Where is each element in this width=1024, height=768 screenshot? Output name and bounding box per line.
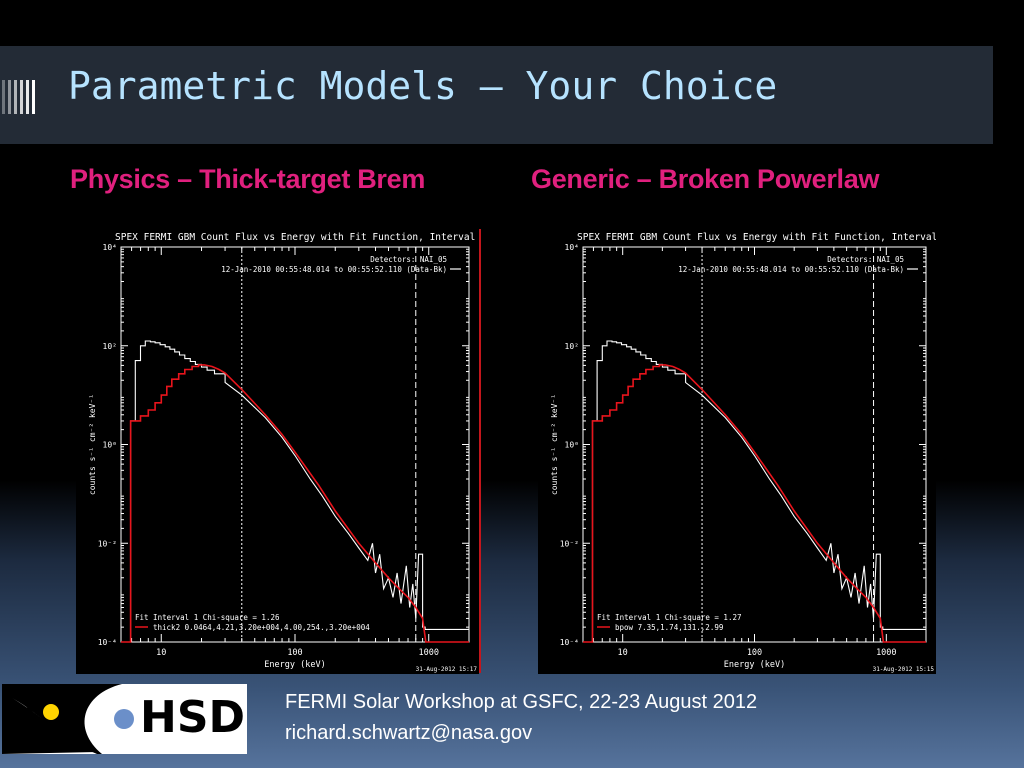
broken-powerlaw-plot-svg: SPEX FERMI GBM Count Flux vs Energy with…	[550, 232, 936, 673]
x-tick-label: 1000	[876, 648, 896, 658]
x-tick-label: 100	[747, 648, 762, 658]
plot-date-label: 31-Aug-2012 15:15	[873, 666, 935, 673]
fit-interval-label: Fit Interval 1 Chi-square = 1.27	[597, 613, 742, 622]
model-series-line	[121, 364, 469, 643]
thick-target-plot: SPEX FERMI GBM Count Flux vs Energy with…	[76, 227, 479, 674]
time-range-label: 12-Jan-2010 00:55:48.014 to 00:55:52.110…	[221, 265, 447, 274]
plot-frame	[120, 246, 470, 643]
x-axis-label: Energy (keV)	[264, 660, 325, 670]
hsd-logo: HSD	[2, 684, 247, 754]
title-band	[0, 46, 993, 144]
detector-label: Detectors: NAI_05	[827, 255, 904, 264]
footer-email: richard.schwartz@nasa.gov	[285, 722, 533, 744]
x-tick-label: 10	[156, 648, 166, 658]
data-series-line	[583, 340, 926, 643]
chart-title: SPEX FERMI GBM Count Flux vs Energy with…	[577, 232, 936, 243]
y-tick-label: 10²	[565, 342, 579, 351]
x-tick-label: 10	[618, 648, 628, 658]
hsd-logo-text: HSD	[140, 692, 246, 743]
left-column-heading: Physics – Thick-target Brem	[70, 164, 426, 194]
chart-title: SPEX FERMI GBM Count Flux vs Energy with…	[115, 232, 479, 243]
y-tick-label: 10⁰	[103, 441, 117, 450]
model-series-line	[583, 364, 926, 643]
y-tick-label: 10⁻²	[560, 539, 579, 548]
broken-powerlaw-plot: SPEX FERMI GBM Count Flux vs Energy with…	[538, 227, 936, 674]
model-params-label: bpow 7.35,1.74,131.,2.99	[615, 623, 723, 632]
plot-date-label: 31-Aug-2012 15:17	[416, 666, 478, 673]
y-axis-label: counts s⁻¹ cm⁻² keV⁻¹	[88, 394, 97, 495]
y-tick-label: 10⁴	[565, 243, 579, 252]
y-tick-label: 10²	[103, 342, 117, 351]
x-tick-label: 100	[287, 648, 302, 658]
detector-label: Detectors: NAI_05	[370, 255, 447, 264]
y-tick-label: 10⁻²	[98, 539, 117, 548]
title-bars-decoration	[2, 80, 35, 114]
model-params-label: thick2 0.0464,4.21,3.20e+004,4.00,254.,3…	[153, 623, 370, 632]
time-range-label: 12-Jan-2010 00:55:48.014 to 00:55:52.110…	[678, 265, 904, 274]
y-tick-label: 10⁰	[565, 441, 579, 450]
footer-workshop: FERMI Solar Workshop at GSFC, 22-23 Augu…	[285, 691, 758, 713]
x-tick-label: 1000	[418, 648, 438, 658]
hsd-logo-graphic	[2, 684, 134, 754]
y-tick-label: 10⁴	[103, 243, 117, 252]
x-axis-label: Energy (keV)	[724, 660, 785, 670]
data-series-line	[121, 340, 469, 643]
y-tick-label: 10⁻⁴	[560, 638, 579, 647]
y-axis-label: counts s⁻¹ cm⁻² keV⁻¹	[550, 394, 559, 495]
fit-interval-label: Fit Interval 1 Chi-square = 1.26	[135, 613, 280, 622]
thick-target-plot-svg: SPEX FERMI GBM Count Flux vs Energy with…	[88, 232, 479, 673]
right-column-heading: Generic – Broken Powerlaw	[531, 164, 880, 194]
y-tick-label: 10⁻⁴	[98, 638, 117, 647]
slide-title: Parametric Models – Your Choice	[68, 64, 778, 108]
plot-border-accent	[479, 229, 481, 673]
